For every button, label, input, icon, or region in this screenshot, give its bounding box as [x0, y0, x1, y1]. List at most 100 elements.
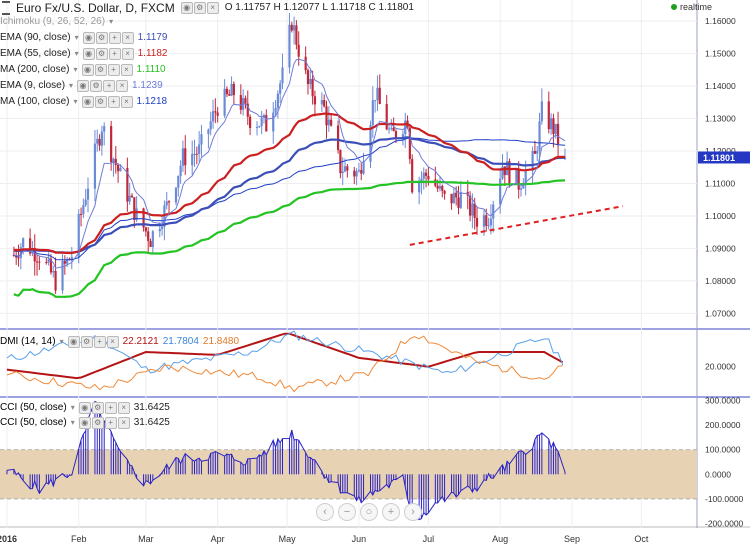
remove-icon[interactable]: × [121, 32, 134, 44]
chevron-down-icon[interactable]: ▾ [74, 49, 79, 58]
visibility-icon[interactable]: ◉ [78, 402, 91, 414]
x-tick-label: Apr [211, 534, 225, 544]
remove-icon[interactable]: × [120, 96, 133, 108]
chevron-down-icon[interactable]: ▾ [109, 17, 114, 26]
settings-icon[interactable]: ⚙ [95, 32, 108, 44]
chevron-down-icon[interactable]: ▾ [69, 81, 74, 90]
price-tick-label: 1.12000 [705, 146, 736, 156]
price-tick-label: 1.14000 [705, 81, 736, 91]
indicator-legend-row[interactable]: EMA (55, close) ▾ ◉ ⚙ + × 1.1182 [0, 47, 167, 61]
visibility-icon[interactable]: ◉ [81, 64, 94, 76]
candle-body [297, 44, 300, 57]
candle-body [193, 153, 196, 155]
cci-value: 31.6425 [133, 402, 170, 413]
candle-body [128, 195, 131, 202]
indicator-legend-row[interactable]: EMA (90, close) ▾ ◉ ⚙ + × 1.1179 [0, 31, 167, 45]
candle-body [475, 217, 479, 227]
settings-icon[interactable]: ⚙ [94, 96, 107, 108]
candle-body [390, 127, 393, 129]
candle-body [323, 100, 326, 107]
candle-body [211, 111, 215, 122]
visibility-icon[interactable]: ◉ [81, 96, 94, 108]
remove-icon[interactable]: × [121, 48, 134, 60]
candle-body [443, 190, 446, 194]
remove-icon[interactable]: × [116, 80, 129, 92]
visibility-icon[interactable]: ◉ [82, 48, 95, 60]
cci-label[interactable]: CCI (50, close) [0, 402, 67, 413]
chevron-down-icon[interactable]: ▾ [74, 33, 79, 42]
candle-body [550, 118, 553, 130]
settings-icon[interactable]: ⚙ [80, 336, 93, 348]
candle-body [22, 238, 25, 248]
settings-icon[interactable]: ⚙ [91, 402, 104, 414]
cci-tick-label: 300.0000 [705, 395, 741, 405]
zoom-out-button[interactable]: − [338, 503, 356, 521]
settings-icon[interactable]: ⚙ [90, 80, 103, 92]
remove-icon[interactable]: × [206, 2, 219, 14]
settings-icon[interactable]: ⚙ [91, 417, 104, 429]
chevron-down-icon[interactable]: ▾ [70, 418, 75, 427]
indicator-controls: ◉ ⚙ + × [82, 48, 134, 60]
candle-body [325, 106, 328, 126]
chevron-down-icon[interactable]: ▾ [73, 65, 78, 74]
visibility-icon[interactable]: ◉ [180, 2, 193, 14]
indicator-value: 1.1110 [136, 64, 166, 75]
reset-button[interactable]: ○ [360, 503, 378, 521]
scroll-left-button[interactable]: ‹ [316, 503, 334, 521]
cci-tick-label: 0.0000 [705, 469, 731, 479]
candle-body [408, 127, 411, 160]
visibility-icon[interactable]: ◉ [82, 32, 95, 44]
candle-body [374, 100, 377, 102]
candle-body [341, 171, 344, 174]
dmi-label[interactable]: DMI (14, 14) [0, 336, 56, 347]
candle-body [165, 201, 168, 206]
add-icon[interactable]: + [107, 64, 120, 76]
indicator-label: EMA (90, close) [0, 32, 71, 43]
cci-label[interactable]: CCI (50, close) [0, 417, 67, 428]
add-icon[interactable]: + [104, 402, 117, 414]
add-icon[interactable]: + [107, 96, 120, 108]
candle-body [158, 229, 161, 232]
chevron-down-icon[interactable]: ▾ [73, 97, 78, 106]
symbol-title[interactable]: Euro Fx/U.S. Dollar, D, FXCM [16, 1, 175, 15]
settings-icon[interactable]: ⚙ [94, 64, 107, 76]
add-icon[interactable]: + [104, 417, 117, 429]
settings-icon[interactable]: ⚙ [193, 2, 206, 14]
visibility-icon[interactable]: ◉ [77, 80, 90, 92]
indicator-legend-row[interactable]: MA (100, close) ▾ ◉ ⚙ + × 1.1218 [0, 95, 167, 109]
remove-icon[interactable]: × [117, 402, 130, 414]
last-price-label: 1.11801 [703, 153, 735, 163]
chevron-down-icon[interactable]: ▾ [59, 337, 64, 346]
candle-body [61, 261, 64, 291]
visibility-icon[interactable]: ◉ [78, 417, 91, 429]
price-tick-label: 1.16000 [705, 16, 736, 26]
add-icon[interactable]: + [108, 48, 121, 60]
settings-icon[interactable]: ⚙ [95, 48, 108, 60]
ichimoku-legend[interactable]: Ichimoku (9, 26, 52, 26) ▾ [0, 15, 113, 29]
chevron-down-icon[interactable]: ▾ [70, 403, 75, 412]
indicator-legend-row[interactable]: EMA (9, close) ▾ ◉ ⚙ + × 1.1239 [0, 79, 163, 93]
remove-icon[interactable]: × [106, 336, 119, 348]
candle-body [517, 169, 520, 190]
remove-icon[interactable]: × [117, 417, 130, 429]
remove-icon[interactable]: × [120, 64, 133, 76]
candle-body [438, 185, 442, 189]
candle-body [330, 119, 333, 126]
scroll-right-button[interactable]: › [404, 503, 422, 521]
indicator-legend-row[interactable]: MA (200, close) ▾ ◉ ⚙ + × 1.1110 [0, 63, 166, 77]
menu-icon[interactable] [2, 1, 10, 15]
zoom-in-button[interactable]: + [382, 503, 400, 521]
add-icon[interactable]: + [93, 336, 106, 348]
candle-body [223, 88, 226, 116]
add-icon[interactable]: + [108, 32, 121, 44]
x-tick-label: 2016 [0, 534, 17, 544]
candle-body [309, 78, 312, 85]
candle-body [228, 94, 231, 96]
add-icon[interactable]: + [103, 80, 116, 92]
candle-body [459, 191, 462, 208]
candle-body [142, 208, 145, 228]
candle-body [468, 195, 472, 216]
candle-body [313, 96, 317, 105]
visibility-icon[interactable]: ◉ [67, 336, 80, 348]
indicator-controls: ◉ ⚙ + × [77, 80, 129, 92]
